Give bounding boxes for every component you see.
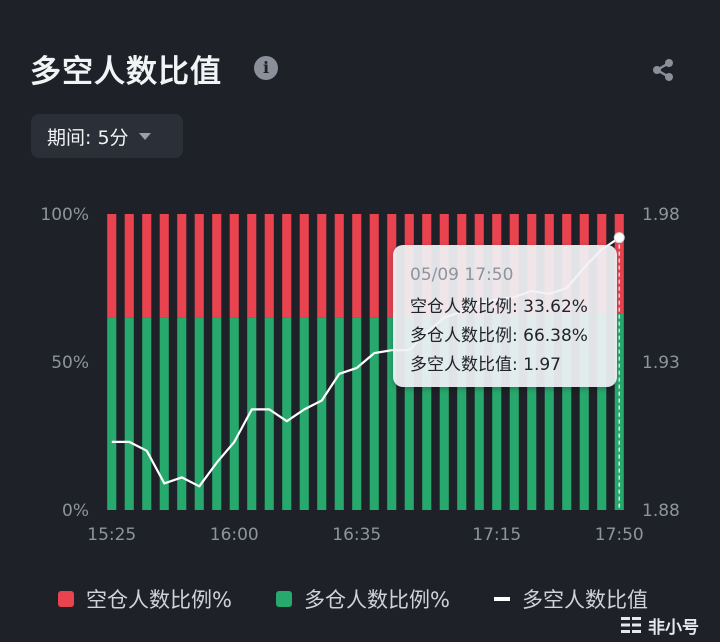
bar-short-9 bbox=[264, 214, 274, 318]
bar-long-28 bbox=[597, 313, 607, 510]
y-right-tick-1: 1.93 bbox=[642, 353, 680, 373]
bar-short-14 bbox=[352, 214, 362, 318]
bar-short-16 bbox=[387, 214, 397, 318]
bar-long-17 bbox=[404, 317, 414, 510]
caret-down-icon bbox=[138, 132, 151, 140]
bar-long-23 bbox=[509, 316, 519, 510]
y-left-tick-1: 50% bbox=[51, 353, 89, 373]
bar-long-7 bbox=[229, 317, 239, 510]
period-selector[interactable]: 期间: 5分 bbox=[31, 114, 183, 158]
bar-short-6 bbox=[212, 214, 222, 318]
bar-long-26 bbox=[562, 314, 572, 510]
bar-long-12 bbox=[317, 317, 327, 510]
bar-long-8 bbox=[247, 317, 257, 510]
share-icon[interactable] bbox=[650, 57, 676, 83]
bar-short-15 bbox=[369, 214, 379, 318]
bar-long-25 bbox=[544, 314, 554, 510]
bar-short-7 bbox=[229, 214, 239, 318]
bar-short-11 bbox=[299, 214, 309, 318]
bar-long-9 bbox=[264, 317, 274, 510]
tooltip-long-short-ratio: 多空人数比值: 1.97 bbox=[410, 355, 561, 375]
tooltip-short-ratio: 空仓人数比例: 33.62% bbox=[410, 297, 588, 317]
y-left-tick-0: 100% bbox=[40, 205, 89, 225]
bar-long-18 bbox=[422, 317, 432, 510]
legend-line-ratio bbox=[494, 597, 510, 601]
legend-item-short[interactable]: 空仓人数比例% bbox=[58, 584, 232, 614]
bar-short-5 bbox=[194, 214, 204, 318]
bar-short-13 bbox=[334, 214, 344, 318]
bar-long-22 bbox=[492, 316, 502, 510]
bar-long-2 bbox=[142, 317, 152, 510]
bar-long-3 bbox=[159, 317, 169, 510]
bar-long-19 bbox=[439, 317, 449, 510]
bar-long-24 bbox=[527, 315, 537, 510]
legend-swatch-short bbox=[58, 591, 74, 607]
bar-long-16 bbox=[387, 317, 397, 510]
chart-tooltip: 05/09 17:50 空仓人数比例: 33.62% 多仓人数比例: 66.38… bbox=[393, 245, 617, 387]
bar-short-10 bbox=[282, 214, 292, 318]
bar-long-15 bbox=[369, 317, 379, 510]
bar-short-3 bbox=[159, 214, 169, 318]
watermark: 非小号 bbox=[620, 608, 720, 642]
ratio-highlight-point bbox=[613, 232, 625, 244]
bar-long-21 bbox=[474, 317, 484, 510]
x-tick-1: 16:00 bbox=[210, 525, 259, 545]
bar-short-0 bbox=[107, 214, 117, 318]
x-tick-3: 17:15 bbox=[472, 525, 521, 545]
bar-short-1 bbox=[124, 214, 134, 318]
y-left-tick-2: 0% bbox=[62, 501, 89, 521]
bar-long-4 bbox=[177, 317, 187, 510]
y-right-tick-0: 1.98 bbox=[642, 205, 680, 225]
bar-long-27 bbox=[579, 314, 589, 510]
x-tick-4: 17:50 bbox=[595, 525, 644, 545]
x-tick-0: 15:25 bbox=[87, 525, 136, 545]
legend-swatch-long bbox=[276, 591, 292, 607]
period-label: 期间: 5分 bbox=[47, 126, 129, 149]
page-title: 多空人数比值 bbox=[30, 54, 222, 90]
tooltip-long-ratio: 多仓人数比例: 66.38% bbox=[410, 326, 588, 346]
y-right-tick-2: 1.88 bbox=[642, 501, 680, 521]
bar-long-5 bbox=[194, 317, 204, 510]
legend-label-long: 多仓人数比例% bbox=[304, 588, 450, 612]
bar-short-4 bbox=[177, 214, 187, 318]
bar-long-0 bbox=[107, 317, 117, 510]
bar-long-14 bbox=[352, 317, 362, 510]
x-tick-2: 16:35 bbox=[332, 525, 381, 545]
legend-item-ratio[interactable]: 多空人数比值 bbox=[494, 584, 648, 614]
bar-short-8 bbox=[247, 214, 257, 318]
watermark-text: 非小号 bbox=[648, 617, 699, 638]
bar-long-11 bbox=[299, 317, 309, 510]
legend-item-long[interactable]: 多仓人数比例% bbox=[276, 584, 450, 614]
chart-legend: 空仓人数比例% 多仓人数比例% 多空人数比值 bbox=[0, 584, 720, 614]
bar-short-29 bbox=[614, 214, 624, 314]
bar-long-10 bbox=[282, 317, 292, 510]
bar-long-29 bbox=[614, 313, 624, 510]
bar-short-2 bbox=[142, 214, 152, 318]
bar-long-6 bbox=[212, 317, 222, 510]
bar-long-20 bbox=[457, 317, 467, 510]
legend-label-ratio: 多空人数比值 bbox=[522, 588, 648, 612]
watermark-logo-icon bbox=[621, 617, 641, 633]
info-icon[interactable]: i bbox=[254, 56, 278, 80]
bar-short-12 bbox=[317, 214, 327, 318]
legend-label-short: 空仓人数比例% bbox=[86, 588, 232, 612]
bar-long-13 bbox=[334, 317, 344, 510]
tooltip-time: 05/09 17:50 bbox=[410, 265, 514, 285]
bar-long-1 bbox=[124, 317, 134, 510]
